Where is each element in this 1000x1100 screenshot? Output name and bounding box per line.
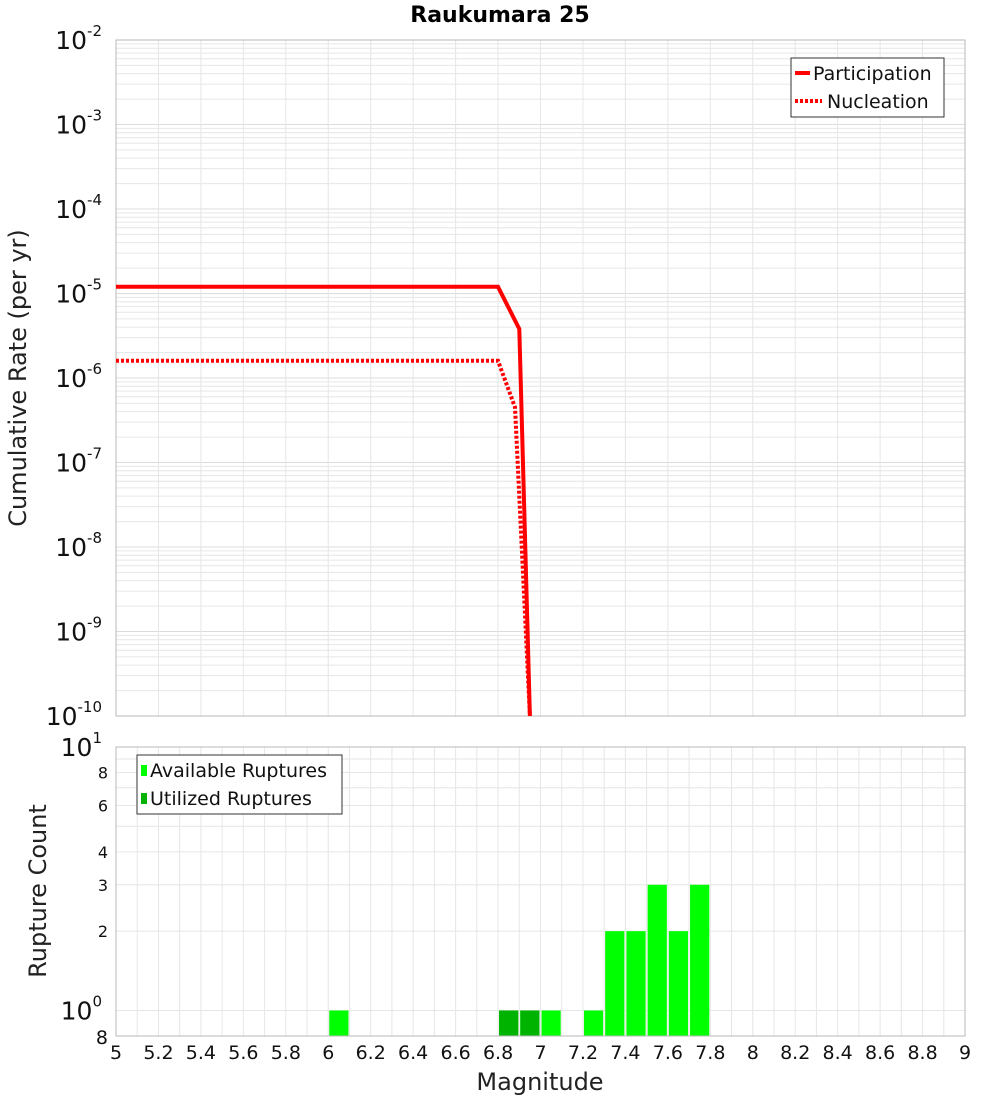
x-tick-label: 5.2 bbox=[143, 1042, 173, 1064]
count-x-tick-labels: 5 5.2 5.4 5.6 5.8 6 6.2 6.4 6.6 6.8 7 7.2 7.4 7.6 7.8 8… bbox=[110, 1042, 971, 1064]
x-tick-label: 5.8 bbox=[271, 1042, 301, 1064]
x-tick-label: 6 bbox=[322, 1042, 334, 1064]
available-rupture-bar bbox=[626, 931, 646, 1036]
rate-y-tick-label: 10-4 bbox=[55, 191, 102, 224]
x-tick-label: 6.4 bbox=[398, 1042, 428, 1064]
count-y-minor-tick-label: 2 bbox=[98, 922, 108, 941]
x-tick-label: 8.8 bbox=[907, 1042, 937, 1064]
rate-y-tick-label: 10-7 bbox=[55, 445, 102, 478]
legend-participation-label: Participation bbox=[813, 63, 932, 85]
rate-y-tick-label: 10-3 bbox=[55, 107, 102, 140]
utilized-rupture-bar bbox=[520, 1010, 540, 1036]
rate-y-tick-label: 10-8 bbox=[55, 529, 102, 562]
rate-y-axis-label: Cumulative Rate (per yr) bbox=[4, 229, 32, 527]
rate-plot: 10-2 10-3 10-4 10-5 10-6 10-7 10-8 10-9 10-10 Cu… bbox=[4, 22, 966, 731]
x-tick-label: 8.2 bbox=[780, 1042, 810, 1064]
x-tick-label: 8.4 bbox=[823, 1042, 853, 1064]
count-legend: Available Ruptures Utilized Ruptures bbox=[136, 754, 343, 815]
chart-title: Raukumara 25 bbox=[410, 3, 589, 28]
legend-utilized-swatch bbox=[141, 793, 147, 804]
rate-y-tick-label: 10-2 bbox=[55, 22, 102, 55]
count-y-minor-tick-label: 6 bbox=[98, 796, 108, 815]
count-plot: 8 6 4 3 2 8 101 100 5 5.2 5.4 5.6 5.8 6 6.2 6.4 6.6 6.8 7… bbox=[24, 729, 971, 1096]
available-rupture-bar bbox=[668, 931, 689, 1036]
rate-y-tick-label: 10-6 bbox=[55, 360, 102, 393]
x-tick-label: 7.2 bbox=[568, 1042, 598, 1064]
x-tick-label: 7.8 bbox=[695, 1042, 725, 1064]
rate-y-tick-label: 10-5 bbox=[55, 276, 102, 309]
legend-utilized-label: Utilized Ruptures bbox=[150, 788, 312, 810]
count-y-tick-labels: 8 6 4 3 2 8 101 100 bbox=[61, 729, 108, 1049]
x-tick-label: 7 bbox=[534, 1042, 546, 1064]
x-tick-label: 7.4 bbox=[610, 1042, 640, 1064]
available-rupture-bar bbox=[647, 884, 667, 1036]
count-y-minor-tick-label: 8 bbox=[96, 1027, 108, 1049]
x-tick-label: 8 bbox=[747, 1042, 759, 1064]
rate-y-tick-label: 10-10 bbox=[46, 698, 102, 731]
count-y-minor-tick-label: 8 bbox=[98, 764, 108, 783]
utilized-rupture-bar bbox=[499, 1010, 519, 1036]
rate-y-tick-labels: 10-2 10-3 10-4 10-5 10-6 10-7 10-8 10-9 10-10 bbox=[46, 22, 102, 731]
x-tick-label: 5.6 bbox=[228, 1042, 258, 1064]
legend-available-swatch bbox=[141, 765, 147, 776]
rate-legend-box bbox=[790, 57, 945, 118]
count-y-minor-tick-label: 4 bbox=[98, 843, 108, 862]
available-rupture-bar bbox=[605, 931, 625, 1036]
available-rupture-bar bbox=[583, 1010, 604, 1036]
rate-y-tick-label: 10-9 bbox=[55, 614, 102, 647]
x-tick-label: 7.6 bbox=[653, 1042, 683, 1064]
available-rupture-bar bbox=[690, 884, 710, 1036]
count-y-minor-tick-label: 3 bbox=[98, 876, 108, 895]
x-tick-label: 6.2 bbox=[356, 1042, 386, 1064]
x-tick-label: 6.6 bbox=[440, 1042, 470, 1064]
available-rupture-bar bbox=[541, 1010, 561, 1036]
series-line-nucleation bbox=[116, 358, 532, 717]
count-y-major-tick-label: 101 bbox=[61, 729, 102, 762]
count-legend-box bbox=[136, 754, 343, 815]
count-plot-bars bbox=[329, 884, 710, 1036]
count-y-axis-label: Rupture Count bbox=[24, 804, 52, 978]
legend-nucleation-label: Nucleation bbox=[827, 91, 929, 113]
available-rupture-bar bbox=[329, 1010, 349, 1036]
x-tick-label: 6.8 bbox=[483, 1042, 513, 1064]
rate-plot-grid bbox=[115, 40, 966, 717]
count-plot-frame bbox=[115, 746, 966, 1037]
x-tick-label: 9 bbox=[959, 1042, 971, 1064]
x-axis-label: Magnitude bbox=[476, 1068, 603, 1096]
count-y-major-tick-label: 100 bbox=[61, 992, 102, 1025]
rate-legend: Participation Nucleation bbox=[790, 57, 945, 118]
rate-plot-frame bbox=[115, 39, 966, 717]
rate-plot-series bbox=[116, 284, 532, 717]
x-tick-label: 5.4 bbox=[186, 1042, 216, 1064]
x-tick-label: 5 bbox=[110, 1042, 122, 1064]
x-tick-label: 8.6 bbox=[865, 1042, 895, 1064]
series-line-participation bbox=[116, 284, 532, 717]
legend-available-label: Available Ruptures bbox=[150, 760, 327, 782]
